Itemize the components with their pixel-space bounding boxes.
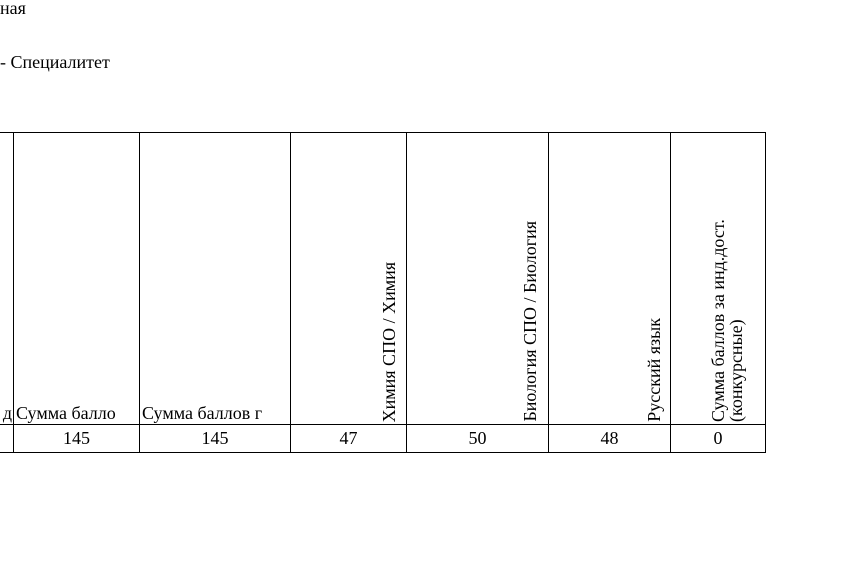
text-line: - Специалитет xyxy=(0,52,110,72)
header-cell: Биология СПО / Биология xyxy=(406,132,549,425)
header-text: Сумма балло xyxy=(16,403,116,423)
header-cell: д xyxy=(0,132,14,425)
text-line: ная xyxy=(0,0,26,18)
header-cell: Русский язык xyxy=(548,132,671,425)
header-text: Сумма баллов г xyxy=(142,403,263,423)
header-cell: Химия СПО / Химия xyxy=(290,132,407,425)
value-cell: 145 xyxy=(13,424,140,453)
header-text: Русский язык xyxy=(644,318,664,422)
header-text: Химия СПО / Химия xyxy=(379,261,399,422)
header-cell: Сумма балло xyxy=(13,132,140,425)
header-cell: Сумма баллов г xyxy=(139,132,291,425)
header-text: Биология СПО / Биология xyxy=(520,221,540,422)
header-text: Сумма баллов за инд.дост. (конкурсные) xyxy=(708,219,746,422)
header-text: д xyxy=(2,403,12,423)
value-cell xyxy=(0,424,14,453)
header-cell: Сумма баллов за инд.дост. (конкурсные) xyxy=(670,132,766,425)
value-cell: 47 xyxy=(290,424,407,453)
value-cell: 48 xyxy=(548,424,671,453)
value-cell: 0 xyxy=(670,424,766,453)
value-cell: 145 xyxy=(139,424,291,453)
value-cell: 50 xyxy=(406,424,549,453)
